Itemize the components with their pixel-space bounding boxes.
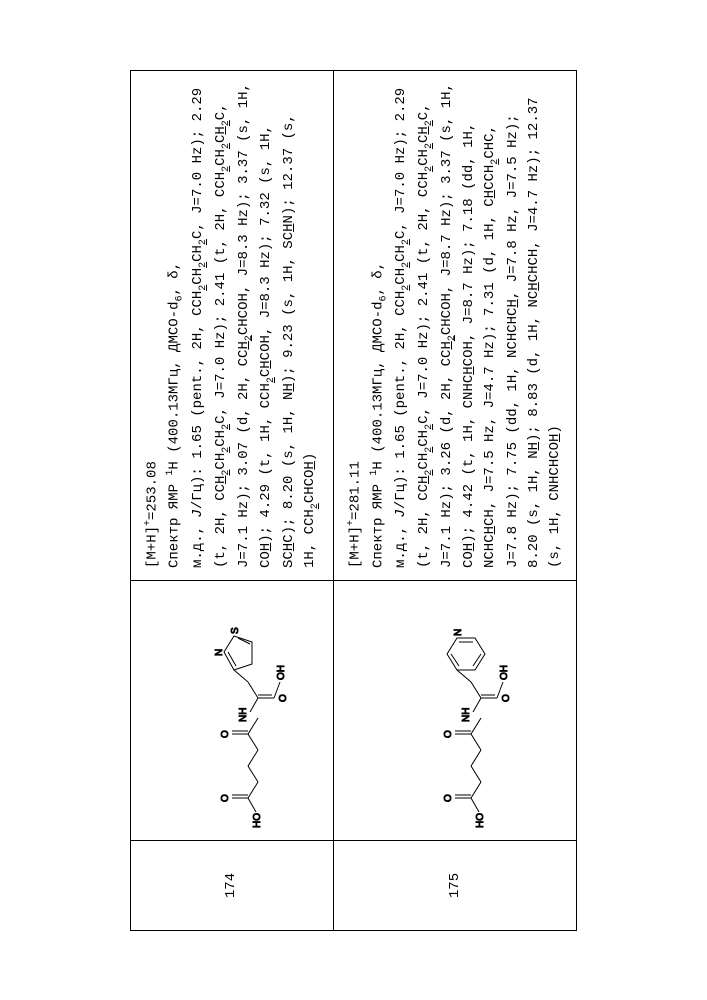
compound-table: 174 HO O [130,70,577,931]
svg-text:O: O [278,694,288,702]
mh-prefix: [M+H] [348,525,364,567]
svg-text:OH: OH [499,665,510,680]
svg-text:HO: HO [475,813,486,828]
spectrum-b: H (400.13МГц, ДМСО-d [370,301,386,469]
svg-text:NH: NH [461,708,472,722]
j-label: J [190,509,206,517]
mh-line: [M+H]+=281.11 [344,83,367,568]
spectrum-c: , δ, [370,261,386,295]
compound-id-cell: 174 [130,840,333,930]
mh-value: =281.11 [348,461,364,520]
peaks-block: м.д., J/Гц): 1.65 (pent., 2H, CCH2CH2CH2… [188,83,323,568]
svg-text:S: S [230,627,241,634]
table-body: 174 HO O [130,70,576,930]
svg-text:N: N [214,649,225,656]
svg-text:NH: NH [238,708,249,722]
spectrum-a: Спектр ЯМР [167,475,183,567]
nmr-cell: [M+H]+=253.08 Спектр ЯМР 1H (400.13МГц, … [130,70,333,580]
peaks-block: м.д., J/Гц): 1.65 (pent., 2H, CCH2CH2CH2… [391,83,566,568]
units: м.д., [190,517,206,567]
svg-text:N: N [453,629,464,636]
spectrum-c: , δ, [167,261,183,295]
compound-id: 174 [223,872,239,897]
mh-sup: + [346,519,357,525]
spectrum-b: H (400.13МГц, ДМСО-d [167,301,183,469]
mh-sup: + [143,519,154,525]
structure-thiazole: HO O O [168,590,288,830]
svg-text:OH: OH [276,665,287,680]
rotated-page: 174 HO O [0,70,707,931]
mh-line: [M+H]+=253.08 [141,83,164,568]
peaks-container-0: 1.65 (pent., 2H, CCH2CH2CH2C, J=7.0 Hz);… [190,83,318,568]
compound-id-cell: 175 [333,840,576,930]
per-hz: /Гц): [190,458,206,508]
spectrum-line: Спектр ЯМР 1H (400.13МГц, ДМСО-d6, δ, [367,83,391,568]
peaks-container-1: 1.65 (pent., 2H, CCH2CH2CH2C, J=7.0 Hz);… [393,83,563,568]
structure-pyridyl: HO O O N [391,590,511,830]
structure-cell: HO O O [130,580,333,840]
svg-text:O: O [443,730,454,738]
compound-id: 175 [447,872,463,897]
spectrum-line: Спектр ЯМР 1H (400.13МГц, ДМСО-d6, δ, [163,83,187,568]
structure-cell: HO O O N [333,580,576,840]
table-row: 175 HO O [333,70,576,930]
per-hz: /Гц): [393,458,409,508]
table-row: 174 HO O [130,70,333,930]
j-label: J [393,509,409,517]
units: м.д., [393,517,409,567]
mh-value: =253.08 [144,461,160,520]
svg-text:HO: HO [252,813,263,828]
nmr-cell: [M+H]+=281.11 Спектр ЯМР 1H (400.13МГц, … [333,70,576,580]
svg-text:O: O [220,730,231,738]
spectrum-a: Спектр ЯМР [370,475,386,567]
svg-text:O: O [443,794,454,802]
svg-text:O: O [220,794,231,802]
svg-text:O: O [501,694,511,702]
mh-prefix: [M+H] [144,525,160,567]
